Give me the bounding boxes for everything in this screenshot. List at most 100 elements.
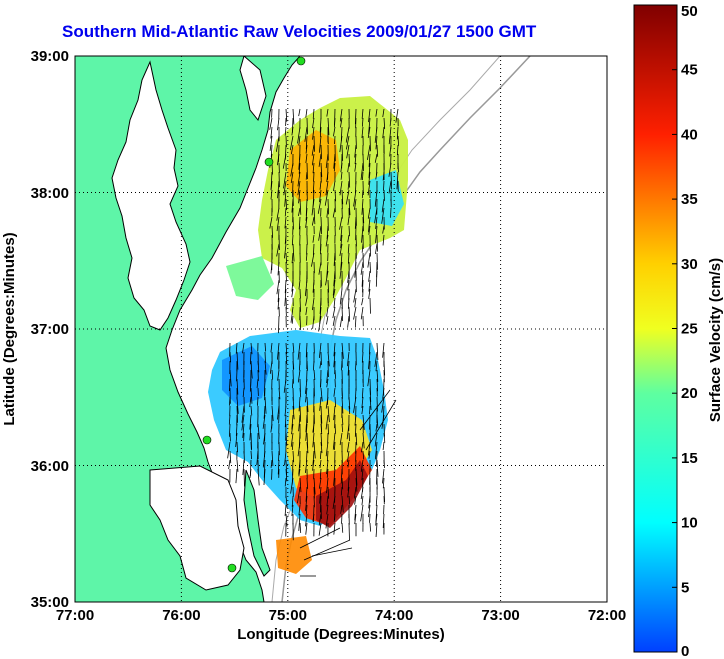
velocity-arrow: [285, 432, 288, 446]
velocity-arrow: [277, 288, 280, 303]
chesapeake-bay: [111, 60, 191, 331]
velocity-arrow: [305, 423, 308, 441]
velocity-arrow: [298, 207, 301, 217]
velocity-arrow: [305, 216, 308, 228]
velocity-arrow: [374, 126, 378, 143]
velocity-arrow: [236, 459, 239, 472]
velocity-arrow: [275, 135, 280, 152]
velocity-arrow: [312, 315, 315, 329]
velocity-arrow: [290, 306, 294, 323]
velocity-arrow: [320, 432, 323, 446]
velocity-arrow: [256, 450, 259, 466]
velocity-arrow: [347, 279, 350, 291]
velocity-arrow: [339, 261, 343, 279]
velocity-arrow: [276, 207, 280, 221]
velocity-arrow: [395, 108, 399, 123]
velocity-arrow: [285, 513, 288, 527]
velocity-arrow: [325, 153, 329, 169]
velocity-arrow: [369, 396, 372, 411]
velocity-arrow: [361, 297, 364, 306]
velocity-arrow: [235, 342, 238, 354]
velocity-arrow: [339, 432, 343, 446]
velocity-arrow: [375, 423, 378, 432]
velocity-arrow: [242, 423, 245, 438]
velocity-arrow: [333, 468, 336, 486]
velocity-arrow: [333, 513, 336, 522]
velocity-arrow: [297, 126, 301, 144]
velocity-arrow: [304, 279, 308, 297]
velocity-arrow: [347, 477, 350, 491]
velocity-arrow: [249, 378, 252, 392]
velocity-arrow: [326, 207, 329, 218]
velocity-arrow: [327, 486, 330, 499]
velocity-arrow: [374, 351, 378, 367]
velocity-arrow: [291, 315, 294, 324]
velocity-arrow: [375, 243, 378, 254]
velocity-arrow: [305, 504, 308, 515]
colorbar-tick-label: 0: [681, 643, 689, 659]
velocity-arrow: [290, 171, 294, 184]
velocity-arrow: [284, 279, 287, 294]
velocity-arrow: [326, 450, 329, 462]
velocity-arrow: [348, 153, 351, 167]
velocity-arrow: [291, 423, 294, 435]
velocity-arrow: [347, 216, 350, 226]
velocity-arrow: [319, 297, 322, 315]
velocity-arrow: [362, 153, 364, 172]
velocity-arrow: [332, 279, 336, 296]
velocity-arrow: [291, 279, 294, 292]
velocity-arrow: [333, 126, 336, 137]
velocity-arrow: [376, 468, 378, 485]
velocity-arrow: [299, 477, 302, 493]
velocity-arrow: [285, 108, 288, 122]
velocity-arrow: [362, 432, 365, 449]
velocity-patch: [226, 256, 274, 300]
velocity-arrow: [257, 360, 260, 373]
velocity-arrow: [285, 468, 288, 482]
velocity-arrow: [284, 189, 287, 207]
velocity-arrow: [270, 189, 273, 200]
velocity-arrow: [346, 351, 350, 367]
pamlico-sound: [149, 465, 245, 591]
velocity-arrow: [327, 279, 329, 293]
velocity-arrow: [376, 459, 379, 477]
velocity-arrow: [305, 459, 308, 473]
velocity-arrow: [367, 180, 371, 196]
velocity-arrow: [340, 504, 343, 514]
velocity-arrow: [306, 396, 309, 413]
outer-banks: [243, 469, 271, 577]
velocity-arrow: [361, 396, 364, 409]
velocity-arrow: [374, 153, 378, 163]
velocity-arrow: [345, 126, 350, 143]
velocity-arrow: [305, 171, 308, 180]
velocity-arrow: [353, 486, 357, 499]
velocity-arrow: [319, 396, 322, 411]
velocity-arrow: [320, 144, 322, 160]
velocity-arrow: [277, 459, 280, 475]
velocity-arrow: [362, 171, 364, 181]
velocity-arrow: [319, 117, 322, 133]
velocity-patch: [294, 446, 372, 526]
velocity-arrow: [354, 315, 357, 328]
velocity-arrow: [305, 252, 308, 261]
velocity-arrows: [227, 108, 399, 577]
velocity-arrow: [354, 423, 357, 437]
velocity-arrow: [340, 234, 343, 249]
velocity-arrow: [291, 288, 294, 298]
velocity-arrow: [365, 399, 397, 451]
velocity-arrow: [368, 450, 371, 459]
velocity-arrow: [368, 270, 371, 282]
velocity-arrow: [368, 504, 371, 518]
velocity-arrow: [263, 432, 266, 445]
velocity-arrow: [284, 405, 287, 417]
velocity-arrow: [325, 180, 329, 196]
velocity-arrow: [360, 261, 364, 275]
velocity-arrow: [318, 135, 322, 153]
velocity-arrow: [334, 369, 337, 379]
velocity-arrow: [264, 351, 266, 363]
velocity-arrow: [270, 126, 273, 139]
velocity-arrow: [311, 144, 315, 156]
velocity-arrow: [303, 539, 351, 561]
velocity-arrow: [320, 441, 323, 454]
